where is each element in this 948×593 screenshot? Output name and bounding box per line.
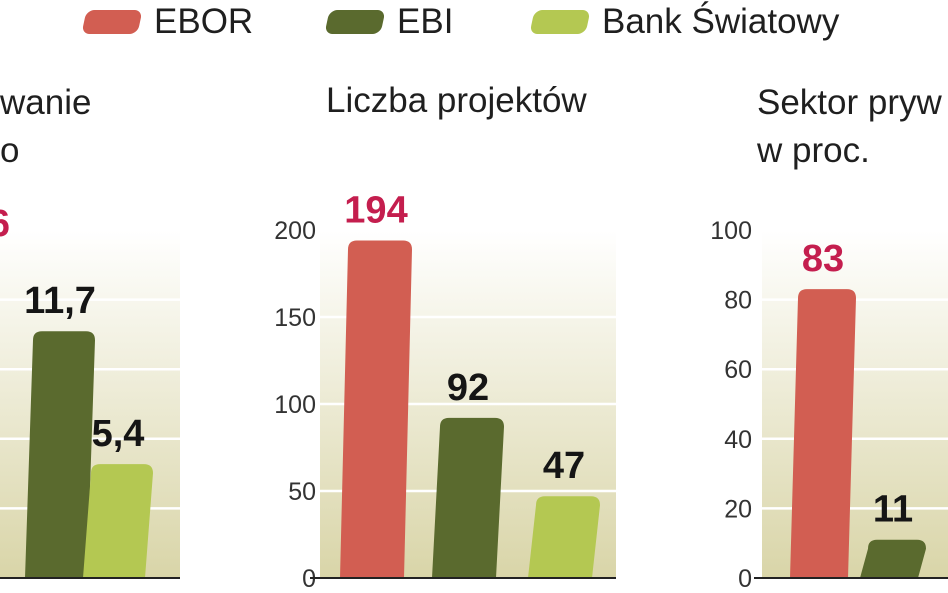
panel3-ytick-label: 0 — [738, 565, 752, 593]
panel3-ebor-bar — [790, 289, 856, 578]
panel1-title-line1: wanie — [0, 83, 92, 122]
panel2-ebi-value-label: 92 — [447, 367, 489, 409]
panel2-ytick-label: 0 — [302, 565, 316, 593]
legend: EBOR EBI Bank Światowy — [0, 0, 948, 48]
legend-item-ebor: EBOR — [81, 2, 254, 41]
legend-item-ebi: EBI — [324, 2, 454, 41]
panel1-bank-bar — [83, 464, 153, 578]
panel3-ebi-bar — [860, 539, 926, 578]
panel3-ebor-value-label: 83 — [802, 238, 844, 280]
legend-item-bank: Bank Światowy — [529, 2, 840, 41]
panel2-ebor-bar — [340, 240, 412, 578]
panel3-title-line1: Sektor pryw — [757, 83, 942, 122]
panel2-ytick-label: 150 — [274, 304, 316, 332]
panel2-ytick-label: 200 — [274, 217, 316, 245]
legend-label-ebi: EBI — [397, 2, 454, 41]
legend-label-ebor: EBOR — [154, 2, 254, 41]
panel3-plot-area — [762, 230, 948, 578]
panel1-title-line2: o — [0, 131, 20, 170]
panel3-ytick-label: 40 — [724, 426, 752, 454]
panel3-ytick-label: 100 — [710, 217, 752, 245]
panel1-bank-value-label: 5,4 — [92, 413, 145, 455]
panel3-ebi-value-label: 11 — [873, 489, 913, 531]
legend-label-bank: Bank Światowy — [602, 2, 840, 41]
panel2-ebor-value-label: 194 — [344, 189, 407, 231]
panel2-ebi-bar — [432, 417, 504, 578]
panel1-ebor-value-label: 6 — [0, 203, 10, 245]
panel2-bank-bar — [528, 496, 600, 578]
panel3-ytick-label: 80 — [724, 287, 752, 315]
panel2-ytick-label: 50 — [288, 478, 316, 506]
panel3-ytick-label: 20 — [724, 495, 752, 523]
panel2-ytick-label: 100 — [274, 391, 316, 419]
panel1-ebi-bar — [25, 331, 95, 578]
panel2-bank-value-label: 47 — [543, 445, 585, 487]
panel1-ebi-value-label: 11,7 — [24, 280, 96, 322]
panel2-title: Liczba projektów — [326, 81, 587, 120]
panel3-ytick-label: 60 — [724, 356, 752, 384]
panel3-title-line2: w proc. — [757, 131, 870, 170]
